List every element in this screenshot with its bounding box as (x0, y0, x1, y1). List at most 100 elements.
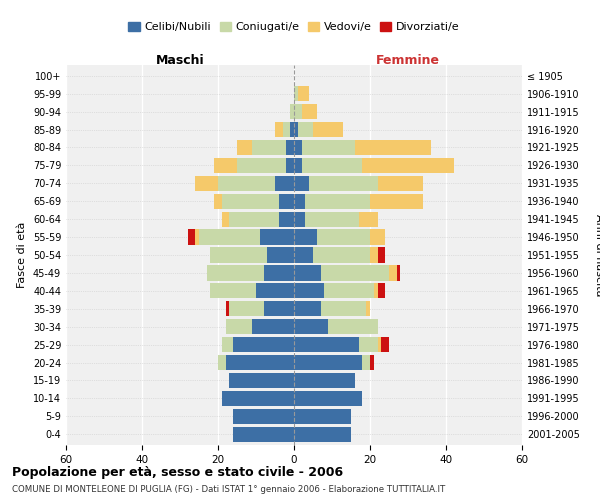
Bar (325, 283, 374, 298)
Bar (279, 194, 294, 209)
Bar (214, 194, 222, 209)
Bar (294, 373, 355, 388)
Bar (298, 122, 313, 137)
Bar (294, 391, 362, 406)
Legend: Celibi/Nubili, Coniugati/e, Vedovi/e, Divorziati/e: Celibi/Nubili, Coniugati/e, Vedovi/e, Di… (124, 18, 464, 36)
Bar (252, 319, 294, 334)
Bar (302, 158, 362, 173)
Bar (214, 158, 237, 173)
Bar (355, 140, 431, 155)
Bar (370, 230, 385, 244)
Bar (302, 140, 355, 155)
Bar (294, 355, 362, 370)
Bar (199, 230, 260, 244)
Bar (359, 337, 377, 352)
Bar (195, 230, 199, 244)
Bar (206, 266, 263, 280)
Bar (328, 319, 377, 334)
Bar (233, 408, 294, 424)
Bar (377, 176, 423, 191)
Bar (294, 301, 320, 316)
Bar (260, 230, 294, 244)
Bar (290, 122, 294, 137)
Bar (305, 212, 359, 227)
Text: Popolazione per età, sesso e stato civile - 2006: Popolazione per età, sesso e stato civil… (12, 466, 343, 479)
Bar (294, 426, 351, 442)
Bar (359, 212, 377, 227)
Bar (211, 248, 268, 262)
Bar (263, 266, 294, 280)
Y-axis label: Fasce di età: Fasce di età (17, 222, 27, 288)
Bar (233, 426, 294, 442)
Bar (320, 301, 366, 316)
Bar (283, 122, 290, 137)
Bar (302, 104, 317, 119)
Bar (309, 176, 377, 191)
Text: Maschi: Maschi (155, 54, 205, 67)
Bar (370, 194, 423, 209)
Bar (397, 266, 400, 280)
Bar (286, 140, 294, 155)
Bar (294, 266, 320, 280)
Bar (294, 122, 298, 137)
Bar (195, 176, 218, 191)
Bar (188, 230, 195, 244)
Bar (229, 301, 263, 316)
Bar (211, 283, 256, 298)
Bar (317, 230, 370, 244)
Text: Femmine: Femmine (376, 54, 440, 67)
Bar (294, 248, 313, 262)
Bar (377, 248, 385, 262)
Bar (294, 408, 351, 424)
Bar (294, 86, 298, 102)
Bar (233, 337, 294, 352)
Bar (294, 283, 325, 298)
Bar (229, 212, 279, 227)
Bar (275, 176, 294, 191)
Y-axis label: Anni di nascita: Anni di nascita (593, 214, 600, 296)
Bar (294, 176, 309, 191)
Bar (382, 337, 389, 352)
Bar (389, 266, 397, 280)
Bar (279, 212, 294, 227)
Bar (294, 337, 359, 352)
Bar (290, 104, 294, 119)
Bar (377, 283, 385, 298)
Bar (263, 301, 294, 316)
Bar (294, 212, 305, 227)
Bar (305, 194, 370, 209)
Text: COMUNE DI MONTELEONE DI PUGLIA (FG) - Dati ISTAT 1° gennaio 2006 - Elaborazione : COMUNE DI MONTELEONE DI PUGLIA (FG) - Da… (12, 485, 445, 494)
Bar (268, 248, 294, 262)
Bar (294, 319, 328, 334)
Bar (377, 337, 382, 352)
Bar (222, 212, 229, 227)
Bar (320, 266, 389, 280)
Bar (374, 283, 377, 298)
Bar (313, 248, 370, 262)
Bar (362, 158, 454, 173)
Bar (226, 301, 229, 316)
Bar (237, 140, 252, 155)
Bar (226, 355, 294, 370)
Bar (294, 194, 305, 209)
Bar (222, 194, 279, 209)
Bar (370, 248, 377, 262)
Bar (237, 158, 286, 173)
Bar (362, 355, 370, 370)
Bar (294, 230, 317, 244)
Bar (370, 355, 374, 370)
Bar (252, 140, 286, 155)
Bar (256, 283, 294, 298)
Bar (298, 86, 309, 102)
Bar (222, 391, 294, 406)
Bar (313, 122, 343, 137)
Bar (229, 373, 294, 388)
Bar (286, 158, 294, 173)
Bar (222, 337, 233, 352)
Bar (218, 355, 226, 370)
Bar (218, 176, 275, 191)
Bar (294, 140, 302, 155)
Bar (294, 104, 302, 119)
Bar (294, 158, 302, 173)
Bar (366, 301, 370, 316)
